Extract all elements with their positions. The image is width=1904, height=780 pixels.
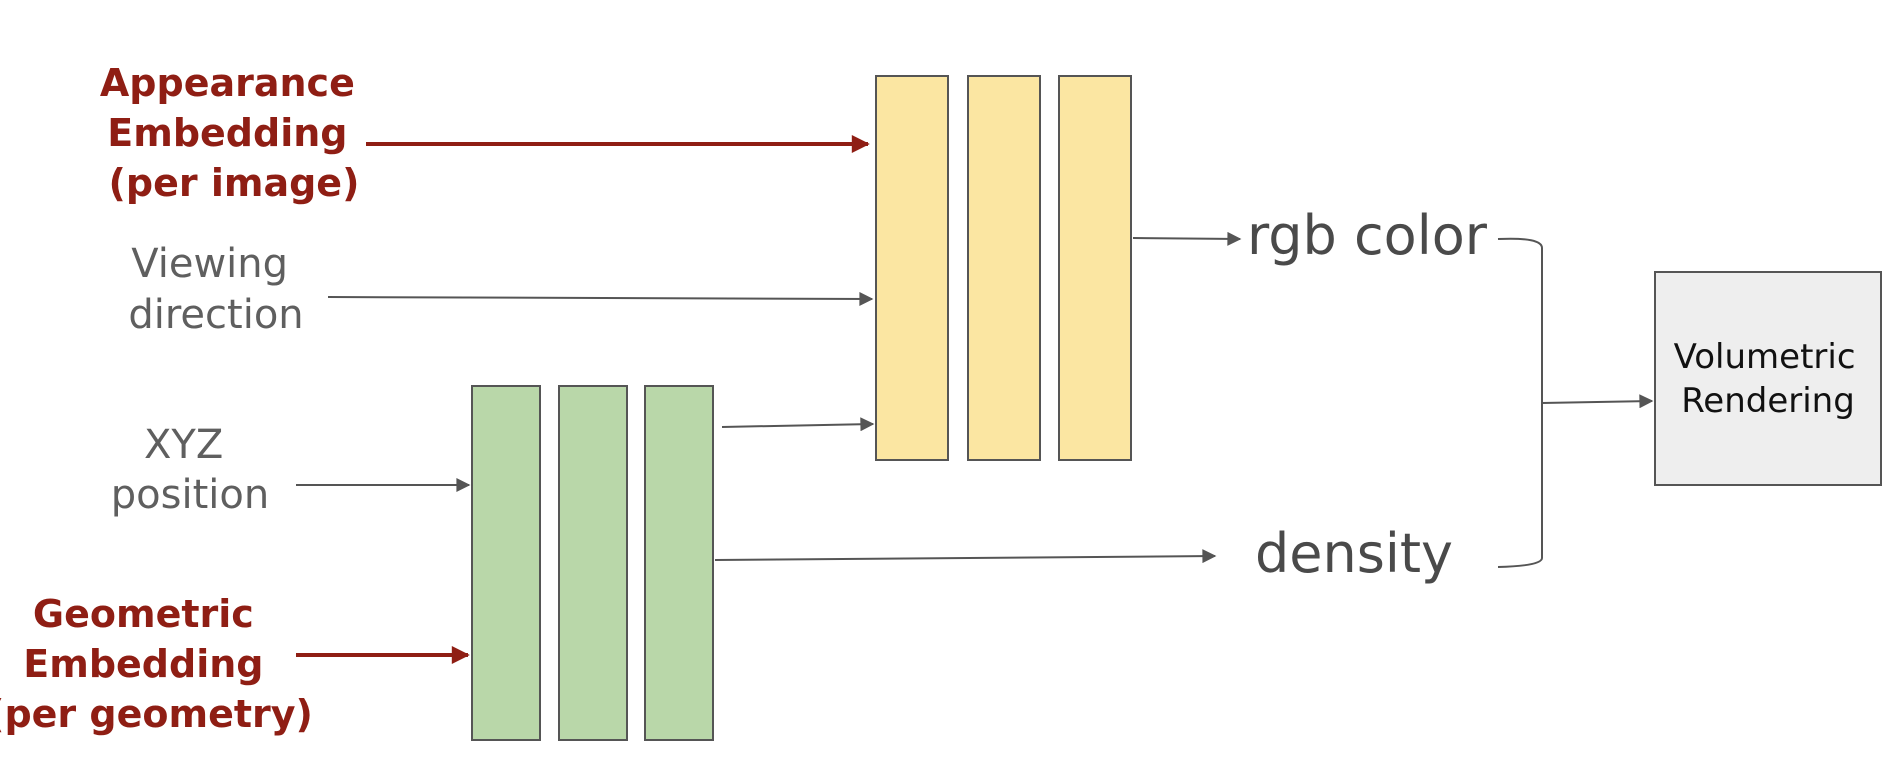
density-mlp-to-color-mlp-arrow <box>721 417 875 432</box>
bracket-to-renderer-arrow <box>1541 394 1654 409</box>
appearance-embedding-label: Appearance Embedding (per image) <box>100 61 368 205</box>
volumetric-rendering-box <box>1654 271 1882 486</box>
viewing-to-color-mlp-arrow <box>327 291 874 306</box>
geometric-embedding-line-3: (per geometry) <box>0 692 313 736</box>
density-mlp <box>471 385 714 741</box>
xyz-position-line-1: XYZ <box>144 422 223 468</box>
density-mlp-layer-2 <box>558 385 628 741</box>
geometric-embedding-line-2: Embedding <box>23 642 263 686</box>
color-mlp-to-rgb-arrow <box>1132 231 1242 246</box>
volumetric-rendering-label: Volumetric Rendering <box>1674 337 1867 421</box>
appearance-embedding-line-2: Embedding <box>107 111 347 155</box>
rgb-color-output-label: rgb color <box>1247 204 1488 267</box>
geometric-embedding-label: Geometric Embedding (per geometry) <box>0 592 313 736</box>
geometric-embedding-line-1: Geometric <box>33 592 254 636</box>
color-mlp <box>875 75 1132 461</box>
volumetric-rendering-line-2: Rendering <box>1681 381 1855 421</box>
outputs-bracket <box>1497 237 1543 568</box>
density-mlp-layer-1 <box>471 385 541 741</box>
density-output-label: density <box>1255 522 1453 585</box>
appearance-embedding-line-1: Appearance <box>100 61 355 105</box>
xyz-position-line-2: position <box>111 472 269 518</box>
viewing-direction-line-1: Viewing <box>131 241 288 287</box>
volumetric-rendering-line-1: Volumetric <box>1674 337 1856 377</box>
viewing-direction-line-2: direction <box>128 292 303 338</box>
color-mlp-layer-1 <box>875 75 949 461</box>
color-mlp-layer-2 <box>967 75 1041 461</box>
viewing-direction-label: Viewing direction <box>128 241 303 338</box>
density-mlp-layer-3 <box>644 385 714 741</box>
density-mlp-to-density-arrow <box>714 549 1217 564</box>
appearance-embedding-line-3: (per image) <box>109 161 360 205</box>
color-mlp-layer-3 <box>1058 75 1132 461</box>
xyz-position-label: XYZ position <box>111 422 269 518</box>
